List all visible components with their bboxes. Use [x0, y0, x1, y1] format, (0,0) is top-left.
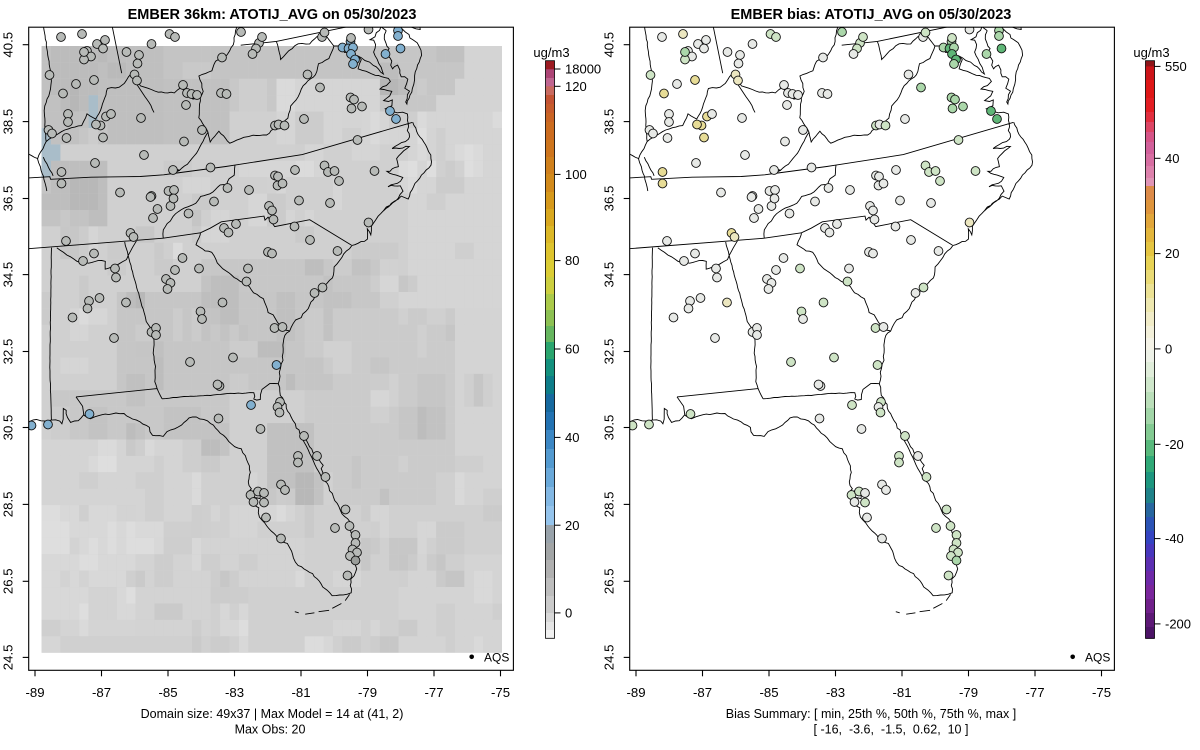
svg-text:32.5: 32.5 [1, 339, 16, 365]
svg-text:30.5: 30.5 [602, 415, 617, 441]
svg-text:-77: -77 [424, 685, 443, 700]
svg-text:0: 0 [565, 606, 572, 621]
svg-text:-87: -87 [693, 685, 712, 700]
svg-text:40.5: 40.5 [1, 32, 16, 58]
svg-text:[ -16, -3.6, -1.5, 0.62, 1: [ -16, -3.6, -1.5, 0.62, 10 ] [814, 723, 969, 737]
svg-text:-85: -85 [158, 685, 177, 700]
svg-text:40: 40 [565, 430, 579, 445]
svg-text:-40: -40 [1165, 531, 1184, 546]
svg-text:100: 100 [565, 167, 587, 182]
svg-text:-87: -87 [92, 685, 111, 700]
svg-text:-83: -83 [826, 685, 845, 700]
svg-text:24.5: 24.5 [1, 645, 16, 671]
svg-text:-81: -81 [291, 685, 310, 700]
svg-text:-79: -79 [358, 685, 377, 700]
svg-text:Domain size: 49x37 | Max Model: Domain size: 49x37 | Max Model = 14 at (… [141, 707, 404, 721]
svg-text:18000: 18000 [565, 62, 601, 77]
svg-text:26.5: 26.5 [602, 568, 617, 594]
svg-text:EMBER bias: ATOTIJ_AVG on 05/3: EMBER bias: ATOTIJ_AVG on 05/30/2023 [731, 7, 1012, 23]
svg-text:-75: -75 [491, 685, 510, 700]
svg-text:36.5: 36.5 [602, 186, 617, 212]
svg-text:-89: -89 [626, 685, 645, 700]
svg-text:-77: -77 [1025, 685, 1044, 700]
svg-text:AQS: AQS [484, 650, 509, 664]
svg-text:Bias Summary: [ min, 25th %, 5: Bias Summary: [ min, 25th %, 50th %, 75t… [726, 707, 1016, 721]
svg-text:0: 0 [1165, 342, 1172, 357]
svg-text:34.5: 34.5 [602, 262, 617, 288]
svg-text:26.5: 26.5 [1, 568, 16, 594]
svg-text:34.5: 34.5 [1, 262, 16, 288]
svg-text:20: 20 [565, 518, 579, 533]
svg-text:28.5: 28.5 [1, 492, 16, 518]
svg-text:40: 40 [1165, 151, 1179, 166]
svg-text:ug/m3: ug/m3 [533, 45, 569, 60]
svg-text:550: 550 [1165, 59, 1187, 74]
svg-text:ug/m3: ug/m3 [1133, 45, 1169, 60]
svg-text:40.5: 40.5 [602, 32, 617, 58]
svg-text:38.5: 38.5 [1, 109, 16, 135]
svg-text:-20: -20 [1165, 437, 1184, 452]
svg-text:20: 20 [1165, 246, 1179, 261]
svg-text:28.5: 28.5 [602, 492, 617, 518]
svg-text:80: 80 [565, 253, 579, 268]
svg-text:EMBER 36km: ATOTIJ_AVG on 05/3: EMBER 36km: ATOTIJ_AVG on 05/30/2023 [128, 7, 417, 23]
svg-text:38.5: 38.5 [602, 109, 617, 135]
svg-text:-83: -83 [225, 685, 244, 700]
svg-text:-200: -200 [1165, 617, 1191, 632]
svg-text:Max Obs: 20: Max Obs: 20 [235, 723, 306, 737]
svg-text:-75: -75 [1092, 685, 1111, 700]
svg-text:-81: -81 [892, 685, 911, 700]
svg-text:30.5: 30.5 [1, 415, 16, 441]
svg-text:-89: -89 [25, 685, 44, 700]
svg-text:-79: -79 [959, 685, 978, 700]
svg-text:32.5: 32.5 [602, 339, 617, 365]
svg-text:120: 120 [565, 79, 587, 94]
svg-text:60: 60 [565, 342, 579, 357]
svg-text:24.5: 24.5 [602, 645, 617, 671]
svg-text:-85: -85 [759, 685, 778, 700]
svg-text:36.5: 36.5 [1, 186, 16, 212]
svg-text:AQS: AQS [1085, 650, 1110, 664]
